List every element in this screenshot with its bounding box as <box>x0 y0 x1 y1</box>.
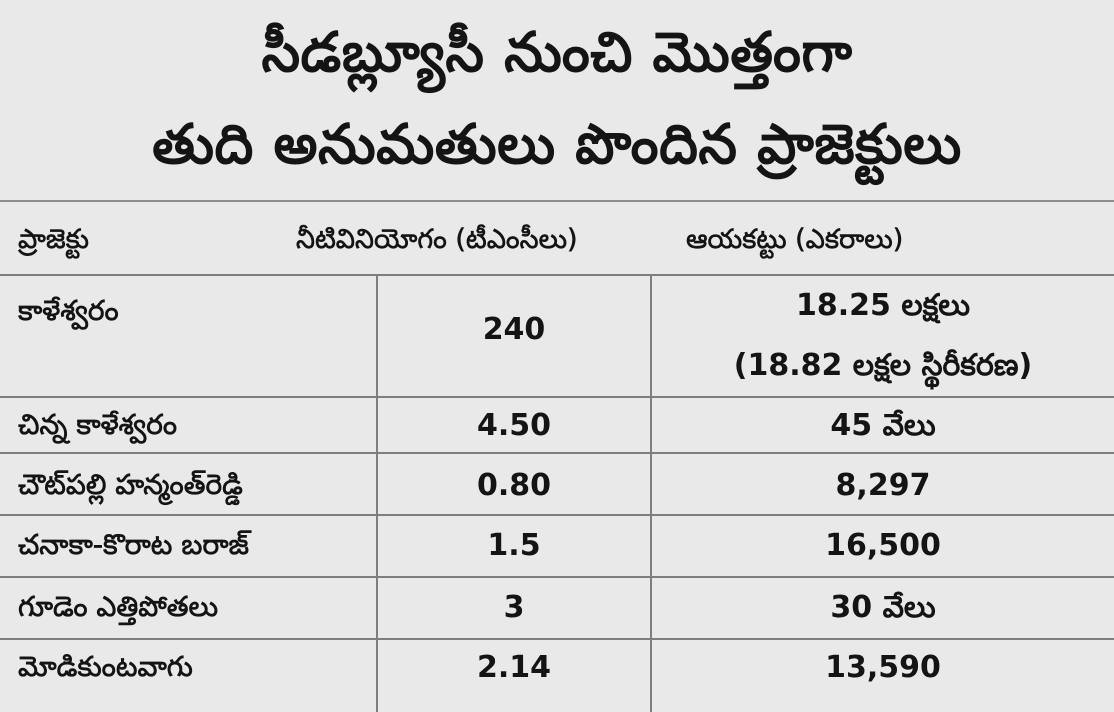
divider <box>0 514 1114 516</box>
ayacut-value: 16,500 <box>825 528 941 563</box>
project-name: చౌట్‌పల్లి హన్మంత్‌రెడ్డి <box>18 468 244 502</box>
project-name: మోడికుంటవాగు <box>18 650 194 684</box>
header-project: ప్రాజెక్టు <box>18 224 90 256</box>
divider <box>0 396 1114 398</box>
water-usage-value: 0.80 <box>476 468 552 503</box>
ayacut-note: (18.82 లక్షల స్థిరీకరణ) <box>733 348 1033 383</box>
column-divider <box>650 274 652 712</box>
table-row: చౌట్‌పల్లి హన్మంత్‌రెడ్డి 0.80 8,297 <box>0 454 1114 514</box>
table-header-row: ప్రాజెక్టు నీటివినియోగం (టీఎంసీలు) ఆయకట్… <box>0 202 1114 274</box>
table-row: గూడెం ఎత్తిపోతలు 3 30 వేలు <box>0 578 1114 638</box>
ayacut-value: 13,590 <box>825 650 941 685</box>
divider <box>0 638 1114 640</box>
table-row: మోడికుంటవాగు 2.14 13,590 <box>0 640 1114 712</box>
water-usage-value: 4.50 <box>476 408 552 443</box>
table-row: కాళేశ్వరం 240 18.25 లక్షలు (18.82 లక్షల … <box>0 276 1114 396</box>
divider <box>0 452 1114 454</box>
ayacut-value: 30 వేలు <box>830 590 936 625</box>
ayacut-value: 18.25 లక్షలు <box>796 288 970 323</box>
project-name: చనాకా-కొరాట బరాజ్ <box>18 528 250 562</box>
divider <box>0 576 1114 578</box>
water-usage-value: 2.14 <box>476 650 552 685</box>
table-row: చనాకా-కొరాట బరాజ్ 1.5 16,500 <box>0 516 1114 576</box>
water-usage-value: 3 <box>503 590 525 625</box>
project-name: చిన్న కాళేశ్వరం <box>18 408 178 442</box>
project-name: గూడెం ఎత్తిపోతలు <box>18 590 219 624</box>
title-line-2: తుది అనుమతులు పొందిన ప్రాజెక్టులు <box>152 112 962 176</box>
column-divider <box>376 274 378 712</box>
header-water-usage: నీటివినియోగం (టీఎంసీలు) <box>296 224 578 256</box>
project-name: కాళేశ్వరం <box>18 294 119 328</box>
divider <box>0 274 1114 276</box>
projects-table: ప్రాజెక్టు నీటివినియోగం (టీఎంసీలు) ఆయకట్… <box>0 202 1114 712</box>
water-usage-value: 240 <box>482 312 546 347</box>
ayacut-value: 45 వేలు <box>830 408 936 443</box>
title-line-1: సీడబ్ల్యూసీ నుంచి మొత్తంగా <box>261 20 853 84</box>
ayacut-value: 8,297 <box>835 468 931 503</box>
title-block: సీడబ్ల్యూసీ నుంచి మొత్తంగా తుది అనుమతులు… <box>0 0 1114 202</box>
water-usage-value: 1.5 <box>487 528 541 563</box>
header-ayacut: ఆయకట్టు (ఎకరాలు) <box>686 224 904 256</box>
table-row: చిన్న కాళేశ్వరం 4.50 45 వేలు <box>0 398 1114 452</box>
